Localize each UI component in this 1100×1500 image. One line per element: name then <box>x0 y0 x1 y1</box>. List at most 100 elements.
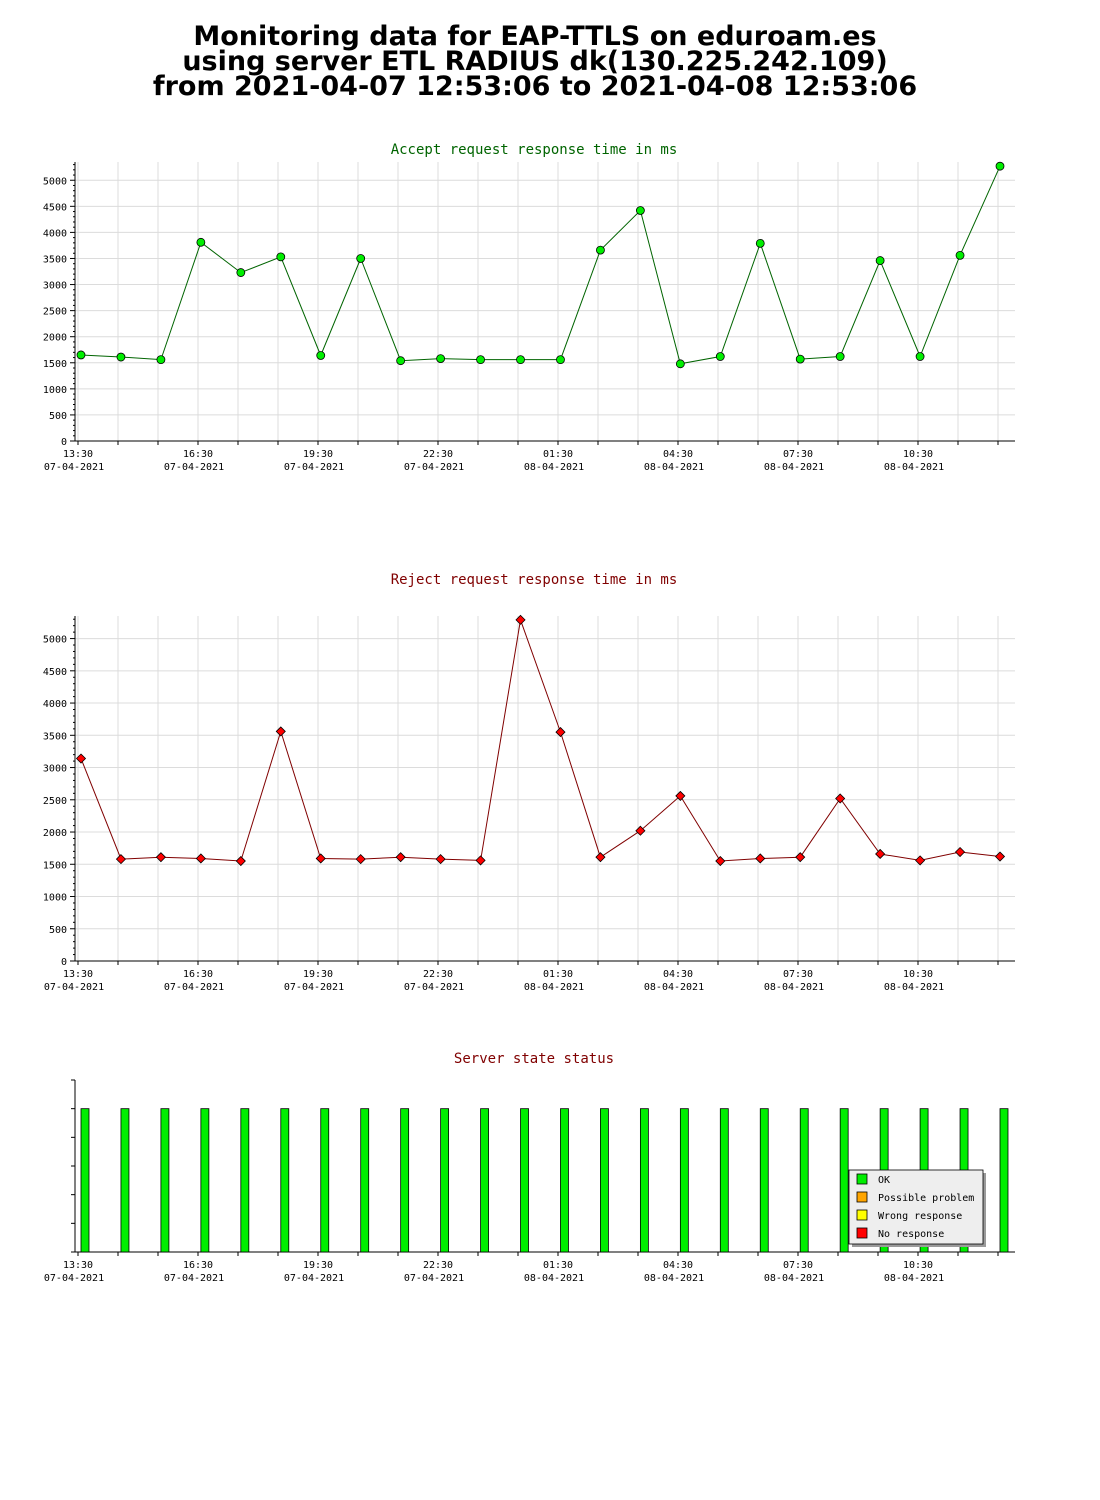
data-point <box>994 851 1006 862</box>
x-tick-date-label: 07-04-2021 <box>404 982 464 993</box>
x-tick-time-label: 10:30 <box>903 449 933 460</box>
data-point <box>475 855 486 866</box>
x-tick-time-label: 19:30 <box>303 969 333 980</box>
accept-response-chart: Accept request response time in ms 0 500 10… <box>43 142 1015 473</box>
data-point <box>875 256 885 265</box>
y-tick-label: 1000 <box>43 385 67 396</box>
status-bar <box>400 1108 410 1253</box>
y-tick-label: 3500 <box>43 731 67 742</box>
status-bar <box>360 1108 370 1253</box>
data-point <box>954 846 966 858</box>
status-bar <box>999 1108 1009 1253</box>
y-tick-label: 1500 <box>43 359 67 370</box>
x-tick-date-label: 07-04-2021 <box>164 1273 224 1284</box>
title-line-1: Monitoring data for EAP-TTLS on eduroam.… <box>193 21 877 52</box>
x-tick-time-label: 13:30 <box>63 449 93 460</box>
x-tick-time-label: 04:30 <box>663 969 693 980</box>
data-point <box>156 355 166 365</box>
y-tick-label: 500 <box>49 411 67 422</box>
data-point <box>155 852 166 863</box>
data-point <box>476 355 485 365</box>
data-point <box>835 793 846 804</box>
status-bar <box>480 1108 489 1253</box>
x-tick-time-label: 19:30 <box>303 449 333 460</box>
data-point <box>516 355 525 365</box>
data-point <box>396 356 406 366</box>
chart-title: Reject request response time in ms <box>391 572 678 588</box>
data-point <box>635 206 645 215</box>
x-tick-date-label: 07-04-2021 <box>404 462 464 473</box>
data-point <box>556 355 565 365</box>
x-tick-time-label: 16:30 <box>183 1260 213 1271</box>
data-point <box>236 268 246 277</box>
legend-box <box>848 1169 984 1245</box>
status-bar <box>560 1108 569 1253</box>
data-point <box>955 250 965 260</box>
status-bar <box>440 1108 450 1253</box>
data-point <box>675 790 686 801</box>
status-bar <box>799 1108 809 1253</box>
data-point <box>875 848 886 860</box>
x-tick-date-label: 08-04-2021 <box>644 982 704 993</box>
y-tick-label: 4500 <box>43 667 67 678</box>
x-tick-time-label: 22:30 <box>423 969 453 980</box>
x-tick-date-label: 08-04-2021 <box>644 1273 704 1284</box>
title-line-2: using server ETL RADIUS dk(130.225.242.1… <box>182 46 888 77</box>
x-tick-date-label: 07-04-2021 <box>44 982 104 993</box>
status-bar <box>639 1108 649 1253</box>
data-point <box>76 350 86 360</box>
x-tick-date-label: 08-04-2021 <box>764 982 824 993</box>
title-line-3: from 2021-04-07 12:53:06 to 2021-04-08 1… <box>152 71 918 102</box>
x-tick-time-label: 04:30 <box>663 449 693 460</box>
data-point <box>276 252 286 262</box>
data-point <box>435 854 446 865</box>
data-point <box>316 351 326 360</box>
status-bar <box>679 1108 689 1253</box>
x-tick-time-label: 07:30 <box>783 1260 813 1271</box>
data-point <box>275 726 286 737</box>
data-point <box>795 354 805 364</box>
x-tick-date-label: 08-04-2021 <box>884 982 944 993</box>
y-tick-label: 4500 <box>43 202 67 213</box>
x-tick-time-label: 01:30 <box>543 449 573 460</box>
status-bar <box>719 1108 729 1253</box>
x-tick-date-label: 08-04-2021 <box>764 1273 824 1284</box>
status-bar <box>320 1108 330 1253</box>
legend-label: Possible problem <box>878 1193 974 1204</box>
y-tick-label: 0 <box>61 437 67 448</box>
x-tick-date-label: 08-04-2021 <box>884 1273 944 1284</box>
chart-title: Accept request response time in ms <box>391 142 678 158</box>
legend-label: No response <box>878 1229 944 1240</box>
page-title: Monitoring data for EAP-TTLS on eduroam.… <box>0 21 1070 102</box>
x-tick-time-label: 13:30 <box>63 1260 93 1271</box>
legend-label: Wrong response <box>878 1211 962 1222</box>
x-tick-time-label: 04:30 <box>663 1260 693 1271</box>
legend-swatch <box>856 1227 868 1239</box>
x-tick-date-label: 07-04-2021 <box>404 1273 464 1284</box>
y-tick-label: 2000 <box>43 333 67 344</box>
status-bar <box>160 1108 170 1253</box>
data-point <box>355 854 366 865</box>
data-point <box>75 753 87 764</box>
status-bar <box>80 1108 90 1253</box>
x-tick-time-label: 07:30 <box>783 449 813 460</box>
server-status-chart: Server state status 13:30 07-04-2021 16:30 0… <box>44 1051 1015 1284</box>
data-point <box>555 727 566 738</box>
data-point <box>635 825 646 836</box>
x-tick-time-label: 10:30 <box>903 1260 933 1271</box>
legend-swatch <box>856 1209 868 1221</box>
x-tick-date-label: 07-04-2021 <box>284 1273 344 1284</box>
data-point <box>835 352 845 361</box>
data-point <box>116 352 126 362</box>
x-tick-time-label: 22:30 <box>423 1260 453 1271</box>
y-tick-label: 2500 <box>43 307 67 318</box>
x-tick-date-label: 07-04-2021 <box>164 462 224 473</box>
x-tick-date-label: 08-04-2021 <box>524 1273 584 1284</box>
data-point <box>595 852 606 863</box>
status-bar <box>839 1108 849 1253</box>
status-bar <box>600 1108 609 1253</box>
x-tick-date-label: 08-04-2021 <box>524 982 584 993</box>
data-point <box>675 359 685 369</box>
y-tick-label: 4000 <box>43 228 67 239</box>
x-tick-time-label: 16:30 <box>183 969 213 980</box>
